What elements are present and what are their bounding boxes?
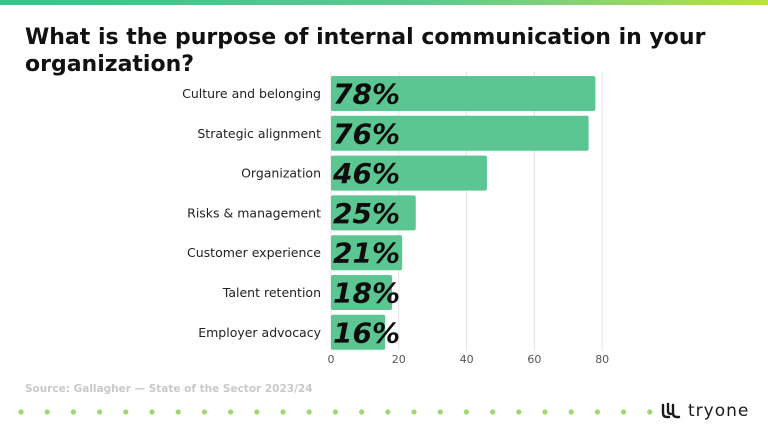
data-label: 21% (333, 237, 400, 270)
bar (331, 275, 393, 310)
category-label: Organization (241, 166, 321, 181)
bar (331, 115, 589, 151)
category-label: Talent retention (222, 285, 321, 300)
x-tick-label: 60 (527, 353, 541, 366)
data-label: 46% (332, 157, 400, 190)
data-label: 16% (333, 316, 400, 349)
decorative-dot (175, 409, 181, 415)
decorative-dot (18, 409, 24, 415)
data-label: 18% (333, 277, 400, 310)
top-accent-stripe (0, 0, 768, 5)
bar (331, 76, 596, 111)
data-label: 76% (333, 117, 400, 150)
decorative-dot (149, 409, 155, 415)
decorative-dot (385, 409, 391, 415)
decorative-dot-row (18, 409, 653, 415)
x-tick-label: 40 (460, 353, 474, 366)
decorative-dot (568, 409, 574, 415)
decorative-dot (280, 409, 286, 415)
decorative-dot (516, 409, 522, 415)
x-tick-label: 80 (595, 353, 609, 366)
decorative-dot (463, 409, 469, 415)
bar (331, 235, 403, 271)
category-label: Culture and belonging (182, 86, 321, 101)
decorative-dot (123, 409, 129, 415)
brand-logo: tryone (660, 399, 749, 423)
decorative-dot (437, 409, 443, 415)
decorative-dot (228, 409, 234, 415)
decorative-dot (359, 409, 365, 415)
decorative-dot (594, 409, 601, 415)
decorative-dot (44, 409, 50, 415)
x-tick-label: 20 (392, 353, 406, 366)
logo-wordmark: tryone (688, 401, 750, 421)
data-label: 25% (333, 197, 400, 230)
decorative-dot (647, 409, 653, 415)
decorative-dot (332, 409, 338, 415)
bar (331, 155, 487, 191)
decorative-dot (306, 409, 312, 415)
decorative-dot (201, 409, 207, 415)
decorative-dot (254, 409, 260, 415)
category-label: Employer advocacy (198, 325, 321, 340)
decorative-dot (542, 409, 548, 415)
source-note: Source: Gallagher — State of the Sector … (25, 383, 313, 395)
tryone-logo-icon (661, 402, 681, 419)
bar (331, 195, 416, 231)
category-label: Customer experience (187, 245, 321, 260)
decorative-dot (411, 409, 417, 415)
data-label: 78% (333, 78, 400, 111)
category-label: Strategic alignment (197, 126, 321, 141)
decorative-dot (621, 409, 627, 415)
decorative-dot (490, 409, 496, 415)
chart-title: What is the purpose of internal communic… (25, 25, 706, 77)
x-tick-label: 0 (328, 353, 335, 366)
bar (331, 314, 386, 350)
decorative-dot (97, 409, 103, 415)
category-label: Risks & management (187, 205, 321, 220)
decorative-dot (70, 409, 76, 415)
